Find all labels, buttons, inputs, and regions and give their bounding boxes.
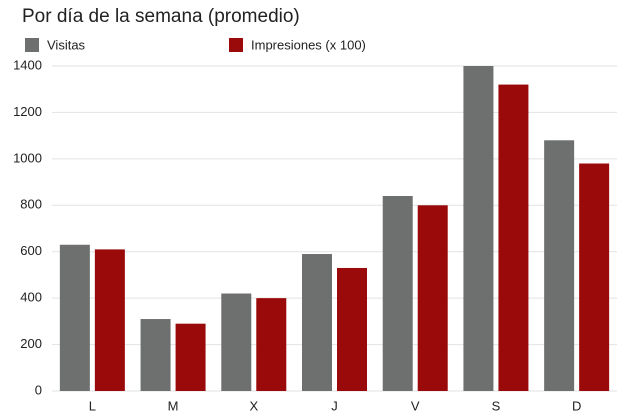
legend-swatch: [229, 38, 243, 52]
bar: [140, 319, 171, 391]
y-tick-label: 1000: [13, 150, 42, 165]
x-tick-label: V: [411, 398, 420, 413]
legend-label: Visitas: [47, 37, 86, 52]
bar: [175, 323, 206, 391]
bar: [382, 196, 413, 391]
legend-label: Impresiones (x 100): [251, 37, 366, 52]
x-tick-label: L: [89, 398, 96, 413]
x-tick-label: X: [249, 398, 258, 413]
bar: [256, 298, 287, 391]
y-tick-label: 0: [35, 382, 42, 397]
y-tick-label: 600: [20, 243, 42, 258]
bar: [463, 66, 494, 391]
y-tick-label: 800: [20, 197, 42, 212]
bar: [337, 267, 367, 391]
x-tick-label: J: [331, 398, 338, 413]
chart-title: Por día de la semana (promedio): [22, 6, 300, 27]
bar: [579, 163, 610, 391]
x-tick-label: M: [168, 398, 179, 413]
x-tick-label: S: [492, 398, 501, 413]
bar: [544, 140, 575, 391]
y-tick-label: 1400: [13, 57, 42, 72]
bar: [221, 293, 252, 391]
x-tick-label: D: [572, 398, 581, 413]
y-tick-label: 1200: [13, 104, 42, 119]
bar: [59, 244, 90, 391]
bar: [302, 254, 332, 391]
bar: [94, 249, 125, 391]
bar: [498, 84, 529, 392]
bar: [417, 205, 448, 391]
y-tick-label: 400: [20, 290, 42, 305]
y-tick-label: 200: [20, 336, 42, 351]
legend-swatch: [25, 38, 39, 52]
